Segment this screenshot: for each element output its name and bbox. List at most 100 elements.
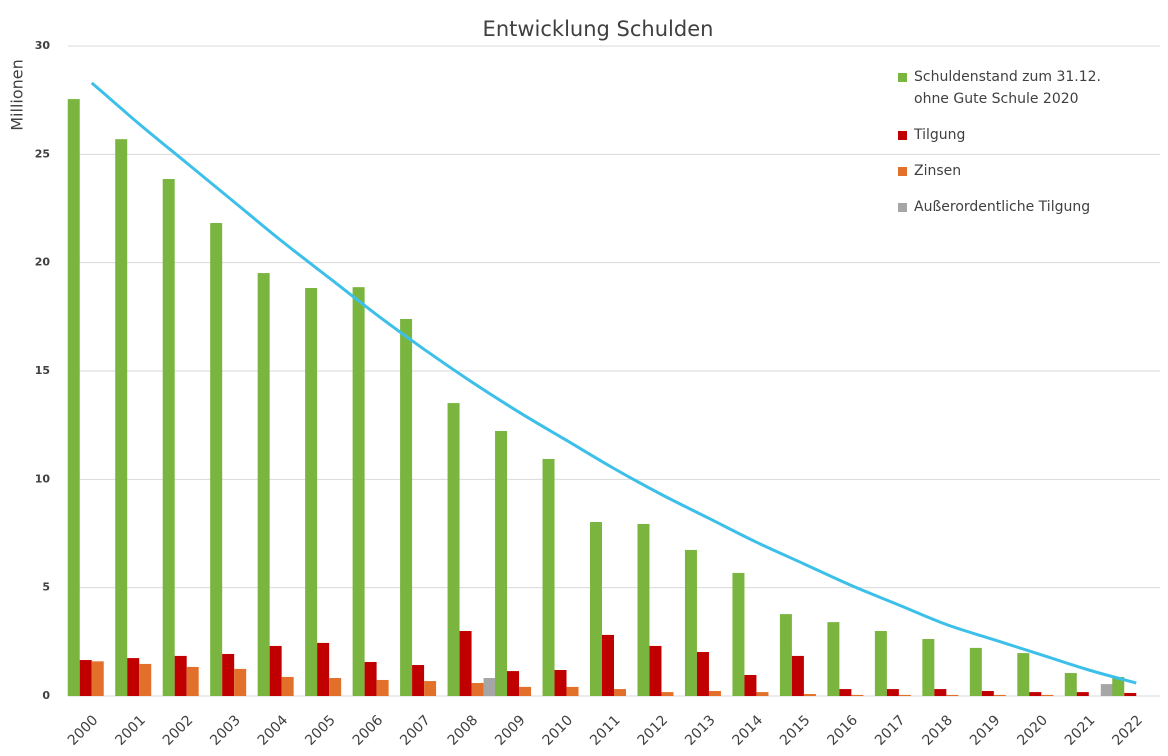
legend-label: Schuldenstand zum 31.12. ohne Gute Schul… xyxy=(914,69,1102,107)
legend-swatch xyxy=(898,167,907,176)
x-tick-label: 2005 xyxy=(302,712,339,749)
y-tick-label: 10 xyxy=(35,472,51,485)
bar xyxy=(756,692,769,696)
bar xyxy=(495,431,508,696)
legend-swatch xyxy=(898,131,907,140)
x-tick-label: 2022 xyxy=(1109,712,1146,749)
x-tick-label: 2014 xyxy=(730,712,767,749)
x-tick-label: 2002 xyxy=(160,712,197,749)
legend-item: Tilgung xyxy=(898,124,1101,146)
bar xyxy=(1124,692,1137,696)
bar xyxy=(364,661,377,696)
bar xyxy=(874,631,887,696)
bar xyxy=(257,273,270,696)
bar xyxy=(851,694,864,696)
bar xyxy=(732,572,745,696)
bar xyxy=(779,614,792,696)
x-tick-label: 2017 xyxy=(872,712,909,749)
x-tick-label: 2019 xyxy=(967,712,1004,749)
bar xyxy=(637,523,650,696)
bar xyxy=(91,661,104,696)
bar xyxy=(471,683,484,696)
bar xyxy=(376,679,389,696)
legend-swatch xyxy=(898,73,907,82)
bar xyxy=(542,458,555,696)
bar xyxy=(483,678,496,696)
y-tick-label: 20 xyxy=(35,256,51,269)
chart-title: Entwicklung Schulden xyxy=(483,17,714,41)
x-tick-label: 2006 xyxy=(350,712,387,749)
bar xyxy=(519,686,532,696)
bar xyxy=(400,319,413,696)
bar xyxy=(1017,653,1030,696)
x-tick-label: 2010 xyxy=(540,712,577,749)
bar xyxy=(1029,692,1042,696)
bar xyxy=(281,676,294,696)
bar xyxy=(614,689,626,696)
x-tick-label: 2021 xyxy=(1062,712,1099,749)
bar xyxy=(661,692,674,696)
bar xyxy=(67,99,80,697)
bar xyxy=(317,642,330,696)
bar xyxy=(898,694,911,696)
bar xyxy=(554,670,567,696)
x-tick-label: 2000 xyxy=(65,712,102,749)
legend-label: Außerordentliche Tilgung xyxy=(914,199,1091,215)
bar xyxy=(79,660,92,696)
bar xyxy=(1112,676,1125,696)
bar xyxy=(305,288,318,696)
bar xyxy=(127,658,140,696)
y-tick-label: 30 xyxy=(35,39,51,52)
bar xyxy=(269,645,282,696)
bar xyxy=(222,653,235,696)
legend-swatch xyxy=(898,203,907,212)
bar xyxy=(1041,694,1054,696)
legend-label: Zinsen xyxy=(914,163,962,179)
bar xyxy=(934,689,947,696)
bar xyxy=(174,655,187,696)
bar xyxy=(827,622,840,696)
bar xyxy=(162,179,175,697)
bar xyxy=(566,686,579,696)
bar xyxy=(459,631,472,696)
bar xyxy=(412,665,425,696)
bar xyxy=(993,694,1006,696)
x-tick-label: 2018 xyxy=(919,712,956,749)
bar xyxy=(1076,692,1089,696)
x-tick-label: 2012 xyxy=(635,712,672,749)
y-tick-label: 0 xyxy=(42,689,50,702)
bar xyxy=(1064,673,1077,696)
bar xyxy=(744,674,757,696)
x-tick-label: 2008 xyxy=(445,712,482,749)
bar xyxy=(447,403,460,696)
bar xyxy=(329,678,342,696)
bar xyxy=(1100,684,1113,696)
legend-item: Außerordentliche Tilgung xyxy=(898,196,1101,218)
bar xyxy=(210,223,223,696)
bar xyxy=(946,694,959,696)
bar xyxy=(507,671,520,696)
legend-item: Zinsen xyxy=(898,160,1101,182)
bar xyxy=(352,287,365,696)
bar xyxy=(981,691,994,696)
bar xyxy=(684,549,697,696)
legend-label: Tilgung xyxy=(914,127,966,143)
bar xyxy=(922,639,935,696)
x-tick-label: 2015 xyxy=(777,712,814,749)
x-tick-label: 2011 xyxy=(587,712,624,749)
x-tick-label: 2013 xyxy=(682,712,719,749)
bar xyxy=(649,645,662,696)
bar xyxy=(708,691,721,696)
bar xyxy=(590,522,602,696)
bar xyxy=(602,634,614,696)
bar xyxy=(234,668,247,696)
x-tick-label: 2004 xyxy=(255,712,292,749)
x-tick-label: 2020 xyxy=(1014,712,1051,749)
bar xyxy=(696,652,709,696)
legend: Schuldenstand zum 31.12. ohne Gute Schul… xyxy=(898,66,1101,232)
x-tick-label: 2001 xyxy=(112,712,149,749)
bar xyxy=(424,681,437,696)
y-tick-label: 5 xyxy=(42,581,50,594)
bar xyxy=(803,694,816,696)
